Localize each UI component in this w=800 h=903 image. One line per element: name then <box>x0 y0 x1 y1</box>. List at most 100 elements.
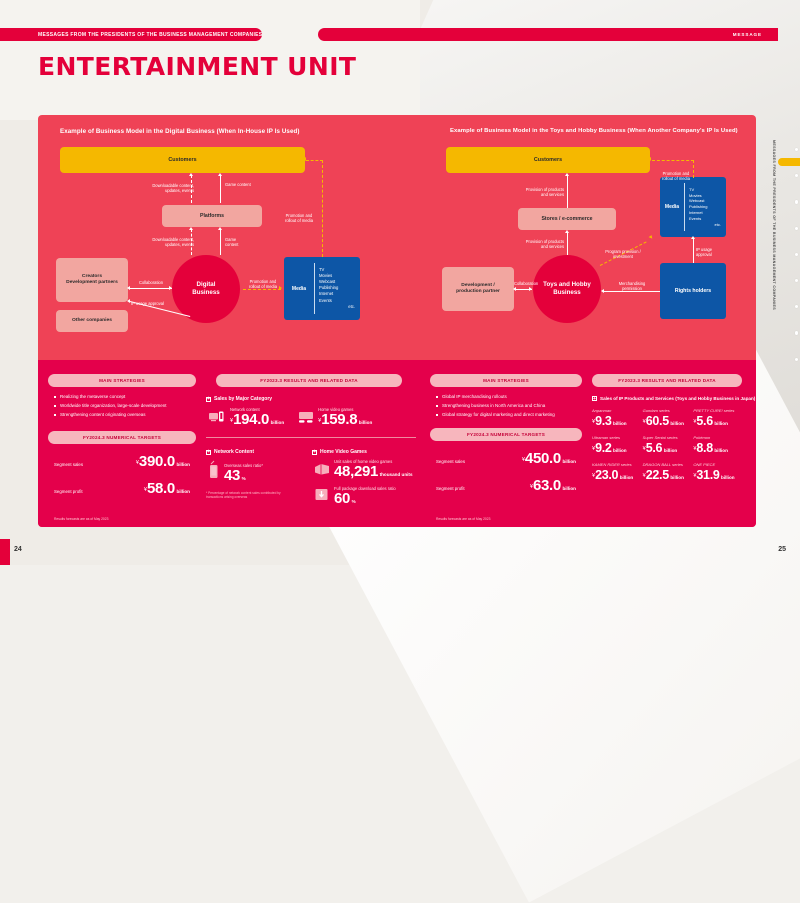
side-rail: MESSAGES FROM THE PRESIDENTS OF THE BUSI… <box>766 140 800 365</box>
ip-name: DRAGON BALL series <box>642 462 683 467</box>
list-item: Realizing the metaverse concept <box>54 394 192 401</box>
plus-icon <box>592 396 597 401</box>
edge-label-collaboration-right: Collaboration <box>514 281 538 287</box>
node-toys-hobby-label: Toys and Hobby Business <box>543 281 591 296</box>
node-development-partner: Development / production partner <box>442 267 514 311</box>
metric-value: 48,291 thousand units <box>334 463 413 480</box>
plus-icon <box>206 449 211 455</box>
section-tab[interactable]: MESSAGE <box>318 28 778 41</box>
unit: billion <box>663 448 678 453</box>
value: 22.5 <box>645 468 669 482</box>
value: 450.0 <box>524 449 561 467</box>
node-stores: Stores / e-commerce <box>518 208 616 230</box>
node-toys-hobby-business: Toys and Hobby Business <box>533 255 601 323</box>
list-item: Global IP merchandising rollouts <box>436 394 578 401</box>
currency-symbol: ¥ <box>693 419 697 425</box>
media-left-etc: etc. <box>348 303 355 309</box>
ip-cell: Ultraman series ¥9.2 billion <box>592 435 643 457</box>
value: 8.8 <box>696 441 713 455</box>
connector-dl-8h <box>306 160 323 161</box>
edge-label-ip-usage-left: IP usage approval <box>131 301 164 307</box>
ip-name: PRETTY CURE! series <box>693 408 735 413</box>
currency-symbol: ¥ <box>135 459 139 466</box>
edge-text-program-provision: Program provision / investment <box>605 248 641 260</box>
connector-dr-3 <box>516 289 532 290</box>
node-platforms-label: Platforms <box>200 212 224 219</box>
ip-sales-title: Sales of IP Products and Services (Toys … <box>592 396 755 401</box>
edge-text-provision-top: Provision of products and services <box>525 186 564 198</box>
arrowhead-dl-7 <box>279 286 282 290</box>
metric-unit-sales-home-video: Unit sales of home video games 48,291 tho… <box>314 459 422 481</box>
ip-value: ¥22.5 billion <box>643 466 694 484</box>
sales-by-major-category-title: Sales by Major Category <box>206 396 422 402</box>
ip-name: KAMEN RIDER series <box>592 462 632 467</box>
currency-symbol: ¥ <box>592 446 596 452</box>
value: 9.3 <box>595 414 612 428</box>
ip-value: ¥23.0 billion <box>592 466 643 484</box>
media-right-etc: etc. <box>714 221 721 227</box>
toys-targets-heading: FY2024.3 NUMERICAL TARGETS <box>430 427 582 441</box>
node-customers-left: Customers <box>60 147 305 173</box>
ip-sales-grid: Anpanman ¥9.3 billion Gundam series ¥60.5… <box>592 408 744 484</box>
background-left-block <box>0 0 420 120</box>
edge-text-promotion-left-2: Promotion and rollout of media <box>285 212 313 224</box>
connector-dl-5 <box>130 288 172 289</box>
ip-name: Super Sentai series <box>642 435 678 440</box>
unit: billion <box>270 420 285 425</box>
currency-symbol: ¥ <box>143 486 147 493</box>
ip-sales-title-text: Sales of IP Products and Services (Toys … <box>600 396 756 401</box>
edge-text-promotion-left: Promotion and rollout of media <box>249 278 277 290</box>
ip-cell: PRETTY CURE! series ¥5.6 billion <box>693 408 744 430</box>
node-customers-right: Customers <box>446 147 650 173</box>
arrowhead-dl-3 <box>189 227 193 230</box>
toys-note: Results forecasts are as of May 2023 <box>436 517 491 521</box>
ip-cell: Super Sentai series ¥5.6 billion <box>643 435 694 457</box>
ip-name: Anpanman <box>592 408 612 413</box>
node-rights-holders-label: Rights holders <box>674 287 712 294</box>
connector-dr-4 <box>604 291 660 292</box>
edge-label-program-provision: Program provision / investment <box>596 243 650 260</box>
home-video-games-title-text: Home Video Games <box>320 449 367 455</box>
edge-label-merchandising: Merchandising permission <box>609 275 655 292</box>
node-other-companies: Other companies <box>56 310 128 332</box>
ip-value: ¥5.6 billion <box>693 412 744 430</box>
value: 63.0 <box>532 476 561 494</box>
edge-text-merchandising: Merchandising permission <box>618 280 646 292</box>
ip-value: ¥9.3 billion <box>592 412 643 430</box>
side-rail-tab[interactable] <box>778 158 800 166</box>
node-rights-holders: Rights holders <box>660 263 726 319</box>
node-customers-right-label: Customers <box>533 156 563 163</box>
node-customers-left-label: Customers <box>168 156 197 163</box>
node-media-right: Media TV Movies Webcast Publishing Inter… <box>660 177 726 237</box>
content-card: Example of Business Model in the Digital… <box>38 115 756 527</box>
page-title: ENTERTAINMENT UNIT <box>38 52 357 81</box>
node-media-right-label: Media <box>664 204 680 210</box>
toys-strategies-column: MAIN STRATEGIES Global IP merchandising … <box>430 360 582 527</box>
edge-label-game-bottom: Game content <box>225 231 238 248</box>
currency-symbol: ¥ <box>230 418 234 424</box>
digital-results-column: FY2023.3 RESULTS AND RELATED DATA Sales … <box>200 360 422 527</box>
metric-value: 43% <box>224 467 246 484</box>
value: 5.6 <box>696 414 713 428</box>
edge-text-collaboration-left: Collaboration <box>138 280 164 285</box>
unit: billion <box>670 421 684 426</box>
digital-target-profit-value: ¥58.0 billion <box>144 480 190 498</box>
edge-text-ip-usage-right: IP usage approval <box>696 246 713 258</box>
digital-target-row-profit: Segment profit ¥58.0 billion <box>54 480 190 498</box>
currency-symbol: ¥ <box>693 473 697 479</box>
unit: billion <box>714 448 728 453</box>
ip-value: ¥5.6 billion <box>643 439 694 457</box>
edge-label-promotion-left: Promotion and rollout of media <box>242 273 284 290</box>
ip-cell: ONE PIECE ¥31.9 billion <box>693 462 744 484</box>
currency-symbol: ¥ <box>592 419 596 425</box>
value: 9.2 <box>595 441 612 455</box>
edge-text-downloadable-bottom: Downloadable content, updates, events <box>152 236 194 248</box>
currency-symbol: ¥ <box>642 446 646 452</box>
game-package-icon <box>314 462 330 481</box>
node-creators-label: Creators Development partners <box>66 273 118 285</box>
ip-cell: DRAGON BALL series ¥22.5 billion <box>643 462 694 484</box>
edge-text-promotion-right: Promotion and rollout of media <box>662 170 690 182</box>
ip-cell: Gundam series ¥60.5 billion <box>643 408 694 430</box>
unit: % <box>241 476 246 481</box>
arrowhead-dr-4 <box>601 289 604 293</box>
